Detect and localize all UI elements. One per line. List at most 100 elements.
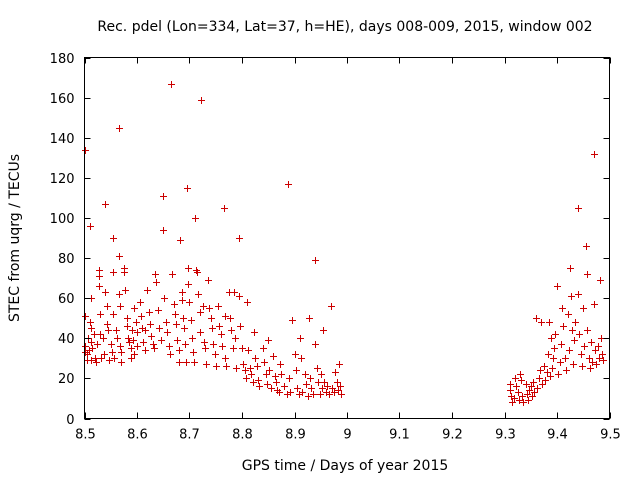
data-point	[264, 381, 271, 388]
data-point	[292, 351, 299, 358]
data-point	[242, 367, 249, 374]
data-point	[177, 237, 184, 244]
x-tick-label: 9.3	[495, 428, 516, 443]
data-point	[307, 375, 314, 382]
data-point	[188, 317, 195, 324]
x-tick-label: 9.5	[600, 428, 621, 443]
data-point	[194, 269, 201, 276]
data-point	[150, 341, 157, 348]
data-point	[324, 383, 331, 390]
data-point	[109, 349, 116, 356]
data-point	[173, 321, 180, 328]
y-tick-label: 20	[58, 372, 75, 387]
data-point	[332, 369, 339, 376]
data-point	[572, 319, 579, 326]
data-point	[565, 311, 572, 318]
data-point	[546, 319, 553, 326]
data-point	[254, 363, 261, 370]
data-point	[228, 327, 235, 334]
data-point	[509, 399, 516, 406]
data-point	[586, 355, 593, 362]
data-point	[179, 297, 186, 304]
data-point	[552, 331, 559, 338]
data-point	[562, 355, 569, 362]
data-point	[534, 385, 541, 392]
data-point	[314, 365, 321, 372]
data-point	[338, 391, 345, 398]
data-point	[223, 363, 230, 370]
data-point	[537, 367, 544, 374]
data-point	[520, 399, 527, 406]
data-point	[110, 235, 117, 242]
data-point	[221, 205, 228, 212]
data-point	[160, 227, 167, 234]
data-point	[266, 367, 273, 374]
data-point	[298, 355, 305, 362]
data-point	[179, 289, 186, 296]
data-point	[233, 365, 240, 372]
data-point	[186, 299, 193, 306]
data-point	[237, 323, 244, 330]
data-point	[308, 385, 315, 392]
data-point	[176, 347, 183, 354]
x-tick-label: 8.9	[285, 428, 306, 443]
data-point	[285, 181, 292, 188]
data-point	[517, 371, 524, 378]
data-point	[310, 391, 317, 398]
data-point	[315, 379, 322, 386]
data-point	[94, 341, 101, 348]
data-point	[87, 319, 94, 326]
data-point	[542, 377, 549, 384]
data-point	[260, 345, 267, 352]
data-point	[592, 347, 599, 354]
data-point	[152, 271, 159, 278]
x-tick-label: 8.7	[179, 428, 200, 443]
data-point	[185, 265, 192, 272]
data-point	[183, 359, 190, 366]
data-point	[166, 343, 173, 350]
data-point	[167, 351, 174, 358]
y-tick-label: 40	[58, 332, 75, 347]
x-axis-label: GPS time / Days of year 2015	[242, 458, 449, 474]
data-point	[278, 371, 285, 378]
data-point	[265, 337, 272, 344]
data-point	[82, 147, 89, 154]
data-point	[133, 319, 140, 326]
data-point	[593, 361, 600, 368]
data-point	[128, 345, 135, 352]
data-point	[148, 333, 155, 340]
data-point	[236, 293, 243, 300]
data-point	[124, 315, 131, 322]
data-point	[102, 289, 109, 296]
data-point	[124, 323, 131, 330]
x-tick-label: 9.4	[547, 428, 568, 443]
data-point	[272, 373, 279, 380]
data-point	[326, 391, 333, 398]
data-point	[591, 151, 598, 158]
data-point	[596, 355, 603, 362]
data-point	[113, 327, 120, 334]
data-point	[555, 371, 562, 378]
data-point	[529, 393, 536, 400]
data-point	[563, 367, 570, 374]
data-point	[584, 327, 591, 334]
data-point	[299, 389, 306, 396]
data-point	[163, 319, 170, 326]
data-point	[513, 383, 520, 390]
data-point	[219, 343, 226, 350]
data-point	[545, 351, 552, 358]
data-point	[231, 289, 238, 296]
data-point	[128, 355, 135, 362]
data-point	[156, 325, 163, 332]
data-point	[189, 335, 196, 342]
data-point	[541, 363, 548, 370]
data-point	[140, 339, 147, 346]
data-point	[337, 383, 344, 390]
data-point	[329, 385, 336, 392]
data-point	[110, 311, 117, 318]
data-point	[581, 343, 588, 350]
data-point	[102, 201, 109, 208]
data-point	[568, 293, 575, 300]
data-point	[554, 283, 561, 290]
data-point	[202, 345, 209, 352]
